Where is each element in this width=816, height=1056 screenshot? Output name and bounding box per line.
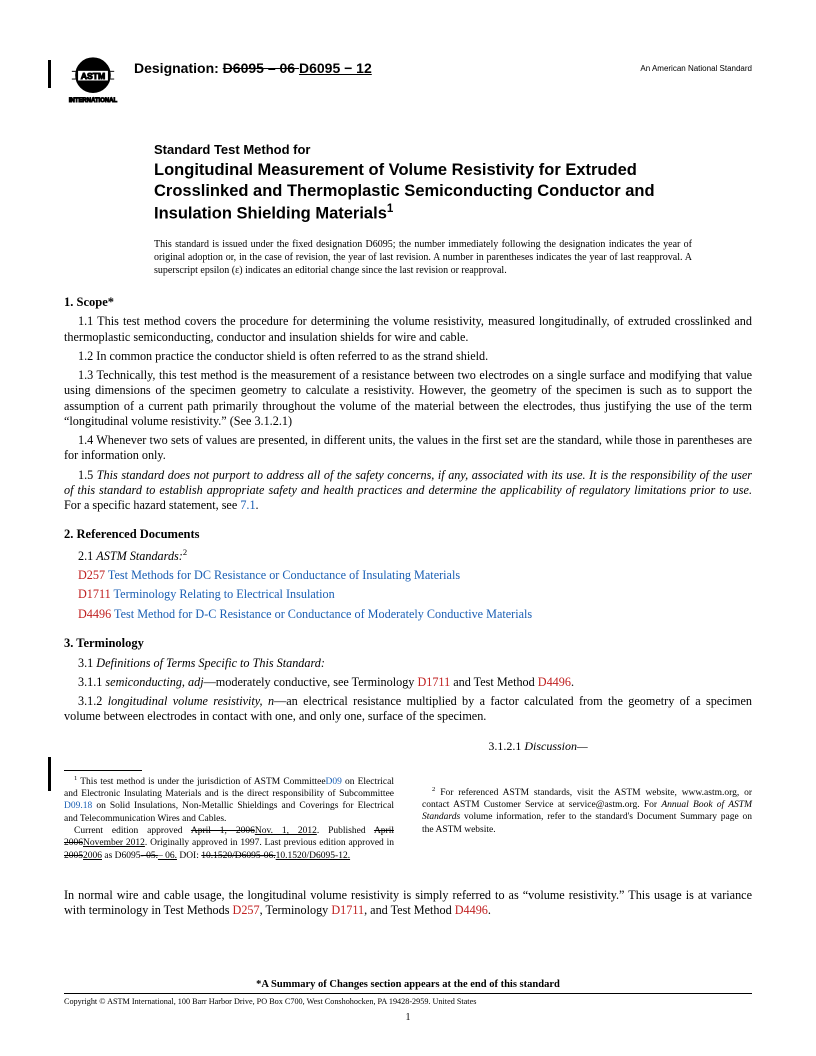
designation-label: Designation: (134, 60, 223, 76)
para-2-1: 2.1 ASTM Standards:2 (64, 547, 752, 564)
para-1-5: 1.5 This standard does not purport to ad… (64, 468, 752, 514)
scope-head: 1. Scope* (64, 295, 752, 311)
after-r1[interactable]: D257 (233, 903, 260, 917)
after-d: . (488, 903, 491, 917)
fn1-u3: 2006 (83, 851, 102, 861)
ref-d257: D257 Test Methods for DC Resistance or C… (64, 568, 752, 583)
s3-1-body: Definitions of Terms Specific to This St… (96, 656, 325, 670)
footnote-2: 2 For referenced ASTM standards, visit t… (422, 766, 752, 863)
s2-1-num: 2.1 (78, 549, 96, 563)
s1-5-num: 1.5 (78, 468, 97, 482)
para-1-3: 1.3 Technically, this test method is the… (64, 368, 752, 429)
s2-1-sup: 2 (183, 547, 187, 557)
s3-1-1-e: . (571, 675, 574, 689)
copyright: Copyright © ASTM International, 100 Barr… (64, 997, 752, 1007)
title-pre: Standard Test Method for (154, 142, 712, 158)
fn2-text: For referenced ASTM standards, visit the… (422, 788, 752, 835)
content-body: 1. Scope* 1.1 This test method covers th… (64, 295, 752, 919)
fn1-s3: 2005 (64, 851, 83, 861)
ref-head: 2. Referenced Documents (64, 527, 752, 543)
fn1-p1: 1 This test method is under the jurisdic… (64, 775, 394, 826)
fn1-c: on Solid Insulations, Non-Metallic Shiel… (64, 801, 394, 823)
s1-5-c: For a specific hazard statement, see (64, 498, 240, 512)
fn1-g: as D6095 (102, 851, 141, 861)
s3-1-1-num: 3.1.1 (78, 675, 105, 689)
astm-logo: ASTM INTERNATIONAL (64, 54, 122, 106)
designation-old: D6095 – 06 (223, 60, 299, 76)
fn1-f: . Originally approved in 1997. Last prev… (145, 838, 394, 848)
s3-1-1-d: and Test Method (450, 675, 538, 689)
ref-d1711: D1711 Terminology Relating to Electrical… (64, 587, 752, 602)
title-main: Longitudinal Measurement of Volume Resis… (154, 160, 712, 223)
designation: Designation: D6095 – 06 D6095 − 12 (134, 54, 628, 78)
fn1-u5: 10.1520/D6095-12. (276, 851, 350, 861)
para-1-2: 1.2 In common practice the conductor shi… (64, 349, 752, 364)
term-head: 3. Terminology (64, 636, 752, 652)
ref-d1711-inline[interactable]: D1711 (417, 675, 450, 689)
para-3-1: 3.1 Definitions of Terms Specific to Thi… (64, 656, 752, 671)
footer: *A Summary of Changes section appears at… (64, 978, 752, 1024)
header-row: ASTM INTERNATIONAL Designation: D6095 – … (64, 54, 752, 106)
footnotes: 1 This test method is under the jurisdic… (64, 766, 752, 863)
fn1-h: DOI: (177, 851, 201, 861)
s1-5-d: . (256, 498, 259, 512)
fn1-p2: Current edition approved April 1, 2006No… (64, 825, 394, 862)
title-text: Longitudinal Measurement of Volume Resis… (154, 161, 655, 222)
after-r2[interactable]: D1711 (331, 903, 364, 917)
fn1-d: Current edition approved (74, 826, 191, 836)
fn1-link-d09[interactable]: D09 (326, 777, 342, 787)
fn1-s4: ‑ 05. (141, 851, 158, 861)
s3-1-num: 3.1 (78, 656, 96, 670)
footnote-rule (64, 770, 142, 771)
svg-text:INTERNATIONAL: INTERNATIONAL (69, 98, 118, 104)
para-1-4: 1.4 Whenever two sets of values are pres… (64, 433, 752, 464)
s1-5-body: This standard does not purport to addres… (64, 468, 752, 497)
page-number: 1 (64, 1012, 752, 1025)
page: ASTM INTERNATIONAL Designation: D6095 – … (0, 0, 816, 1056)
footnote-1: 1 This test method is under the jurisdic… (64, 766, 394, 863)
ref-d4496: D4496 Test Method for D-C Resistance or … (64, 607, 752, 622)
ref-d4496-inline[interactable]: D4496 (538, 675, 571, 689)
s3-1-2-num: 3.1.2 (78, 694, 108, 708)
s3-1-2-term: longitudinal volume resistivity, n (108, 694, 274, 708)
ref-d257-title[interactable]: Test Methods for DC Resistance or Conduc… (105, 568, 460, 582)
after-b: , Terminology (260, 903, 332, 917)
fn1-s5: 10.1520/D6095-06. (201, 851, 275, 861)
summary-line: *A Summary of Changes section appears at… (64, 978, 752, 994)
fn1-link-d0918[interactable]: D09.18 (64, 801, 92, 811)
discussion-word: Discussion— (524, 739, 587, 753)
fn2-body: 2 For referenced ASTM standards, visit t… (422, 786, 752, 837)
after-footnotes: In normal wire and cable usage, the long… (64, 888, 752, 919)
ref-d4496-code[interactable]: D4496 (78, 607, 111, 621)
fn1-e: . Published (317, 826, 374, 836)
fn1-s1: April 1, 2006 (191, 826, 255, 836)
ref-d4496-title[interactable]: Test Method for D-C Resistance or Conduc… (111, 607, 532, 621)
discussion-num: 3.1.2.1 (488, 739, 524, 753)
title-block: Standard Test Method for Longitudinal Me… (154, 142, 712, 224)
ref-d1711-code[interactable]: D1711 (78, 587, 111, 601)
after-c: , and Test Method (364, 903, 455, 917)
para-3-1-2: 3.1.2 longitudinal volume resistivity, n… (64, 694, 752, 725)
ref-7-1[interactable]: 7.1 (240, 498, 255, 512)
issue-note: This standard is issued under the fixed … (154, 238, 692, 277)
ansi-text: An American National Standard (640, 54, 752, 74)
fn1-a: This test method is under the jurisdicti… (77, 777, 325, 787)
s3-1-1-c: —moderately conductive, see Terminology (204, 675, 418, 689)
ref-d257-code[interactable]: D257 (78, 568, 105, 582)
svg-text:ASTM: ASTM (81, 71, 106, 81)
fn1-u1: Nov. 1, 2012 (255, 826, 317, 836)
ref-d1711-title[interactable]: Terminology Relating to Electrical Insul… (111, 587, 335, 601)
s2-1-body: ASTM Standards: (96, 549, 183, 563)
fn1-u2: November 2012 (83, 838, 145, 848)
title-sup: 1 (387, 203, 393, 215)
para-3-1-1: 3.1.1 semiconducting, adj—moderately con… (64, 675, 752, 690)
para-1-1: 1.1 This test method covers the procedur… (64, 314, 752, 345)
after-r3[interactable]: D4496 (455, 903, 488, 917)
fn1-u4: – 06. (158, 851, 177, 861)
designation-new: D6095 − 12 (299, 60, 372, 76)
s3-1-1-term: semiconducting, adj (105, 675, 203, 689)
fn2-it: Annual Book of ASTM Standards (422, 800, 752, 822)
discussion-line: 3.1.2.1 Discussion— (64, 739, 752, 754)
